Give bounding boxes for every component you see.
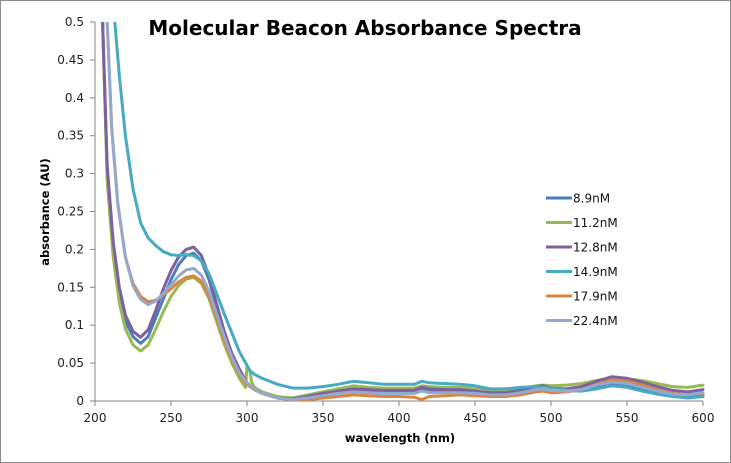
series-line-11-2nm (101, 22, 705, 400)
y-tick-label: 0.25 (57, 205, 84, 219)
x-tick-label: 350 (312, 411, 335, 425)
legend-label: 17.9nM (573, 290, 618, 304)
chart-title: Molecular Beacon Absorbance Spectra (148, 16, 581, 40)
x-tick-label: 400 (388, 411, 411, 425)
y-tick-label: 0.35 (57, 129, 84, 143)
legend: 8.9nM 11.2nM 12.8nM 14.9nM 17.9nM 22.4nM (546, 192, 618, 328)
x-axis-label: wavelength (nm) (345, 431, 455, 445)
series-line-22-4nm (105, 22, 705, 401)
series-line-17-9nm (105, 22, 705, 401)
y-tick-label: 0.15 (57, 280, 84, 294)
y-tick-label: 0.2 (65, 242, 84, 256)
y-axis-label: absorbance (AU) (38, 158, 52, 266)
y-tick-label: 0.3 (65, 167, 84, 181)
legend-label: 14.9nM (573, 265, 618, 279)
x-tick-label: 450 (464, 411, 487, 425)
y-tick-label: 0.5 (65, 15, 84, 29)
legend-label: 8.9nM (573, 192, 610, 206)
x-axis: 200 250 300 350 400 450 500 550 600 (84, 400, 715, 425)
legend-label: 12.8nM (573, 241, 618, 255)
y-tick-label: 0.4 (65, 91, 84, 105)
legend-label: 22.4nM (573, 314, 618, 328)
series-group (101, 22, 705, 401)
x-tick-label: 600 (692, 411, 715, 425)
y-tick-label: 0.45 (57, 53, 84, 67)
y-tick-label: 0.1 (65, 318, 84, 332)
series-line-14-9nm (113, 22, 705, 400)
legend-label: 11.2nM (573, 216, 618, 230)
x-tick-label: 200 (84, 411, 107, 425)
y-tick-label: 0 (76, 394, 84, 408)
x-tick-label: 550 (616, 411, 639, 425)
x-tick-label: 300 (236, 411, 259, 425)
series-line-8-9nm (101, 22, 705, 401)
x-tick-label: 250 (160, 411, 183, 425)
x-tick-label: 500 (540, 411, 563, 425)
y-tick-label: 0.05 (57, 356, 84, 370)
y-axis: 0 0.05 0.1 0.15 0.2 0.25 0.3 0.35 0.4 0.45 0.5 (57, 15, 96, 408)
series-line-12-8nm (101, 22, 705, 401)
